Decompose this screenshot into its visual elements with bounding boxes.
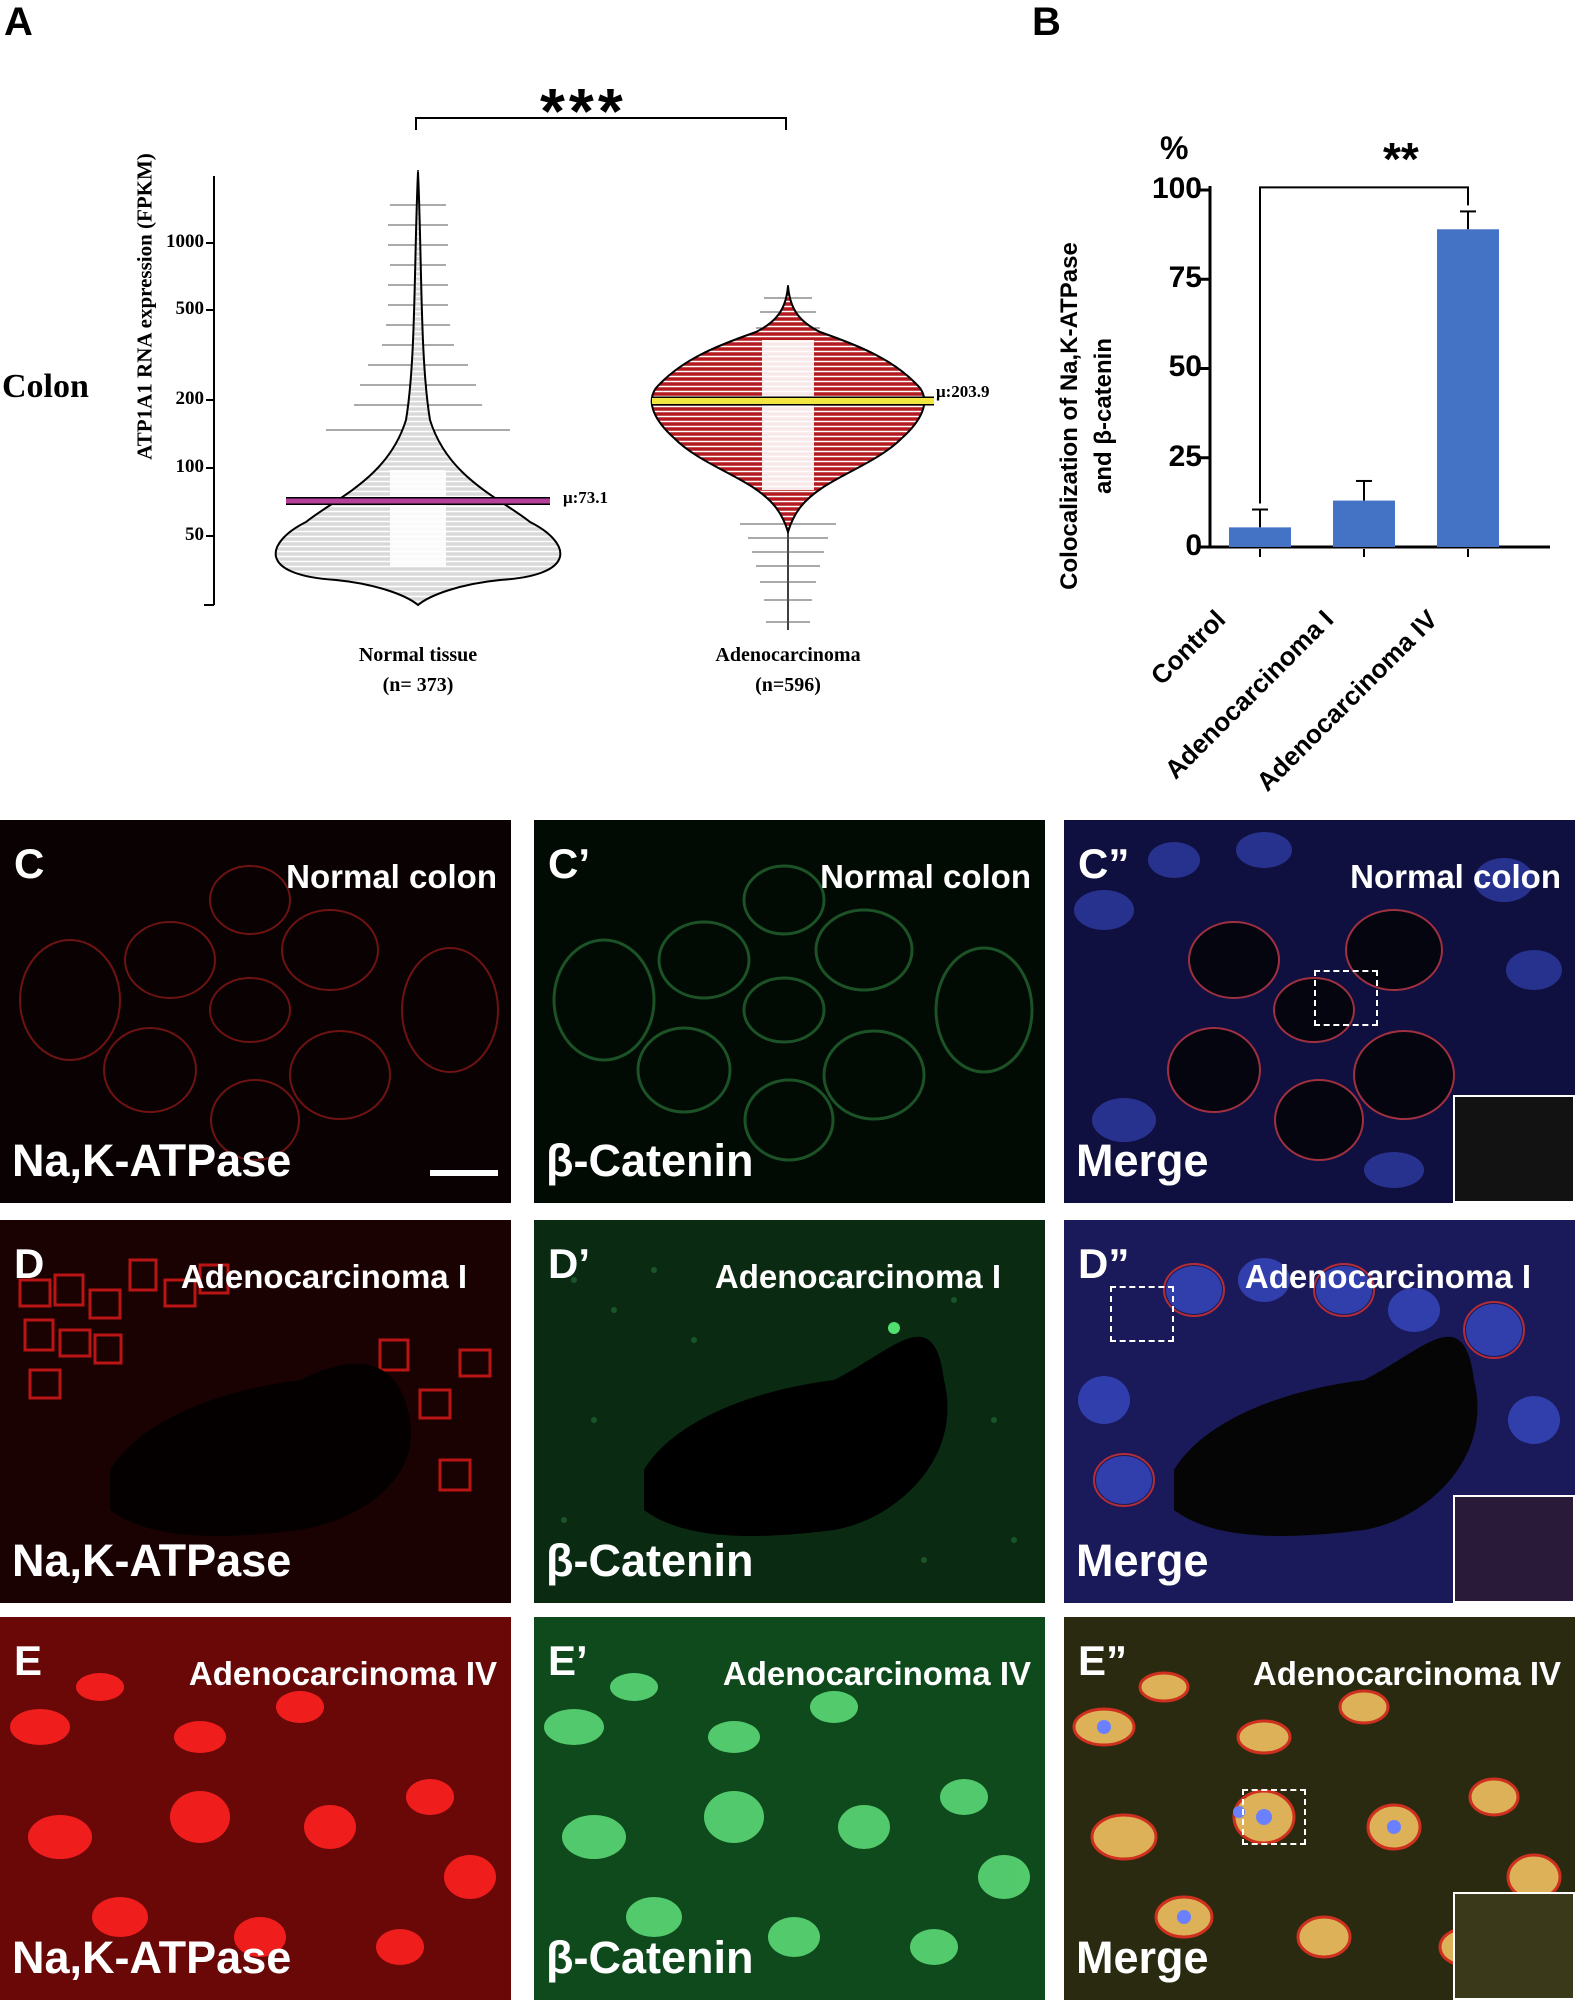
group-n-adenocarcinoma: (n=596) xyxy=(755,674,821,696)
ytick-label-b-0: 0 xyxy=(1185,529,1202,562)
micrograph-letter: D xyxy=(14,1240,45,1287)
micrograph-condition: Adenocarcinoma I xyxy=(1244,1258,1531,1295)
region-of-interest-box xyxy=(1242,1789,1306,1845)
bar xyxy=(1333,500,1395,547)
micrograph-condition: Adenocarcinoma I xyxy=(180,1258,467,1295)
significance-bracket-b xyxy=(1259,186,1469,504)
bar-category-label-control: Control xyxy=(1144,604,1232,691)
micrograph-letter: E xyxy=(14,1637,43,1684)
tissue-label: Colon xyxy=(2,368,89,405)
ytick-label-50: 50 xyxy=(185,524,204,545)
micrograph-stain: β-Catenin xyxy=(546,1535,754,1586)
bar xyxy=(1437,229,1499,547)
ytick-label-200: 200 xyxy=(175,388,205,409)
region-of-interest-box xyxy=(1314,970,1378,1026)
micrograph-c1-image xyxy=(534,820,1045,1203)
micrograph-letter: C xyxy=(14,840,45,887)
micrograph-d1-image xyxy=(534,1220,1045,1603)
micrograph-condition: Adenocarcinoma IV xyxy=(1252,1655,1561,1692)
violin-adenocarcinoma xyxy=(650,285,934,630)
micrograph-letter: C” xyxy=(1078,840,1130,887)
scale-bar xyxy=(430,1170,498,1176)
micrograph-stain: β-Catenin xyxy=(546,1135,754,1186)
bar-chart xyxy=(1200,186,1550,557)
group-n-normal: (n= 373) xyxy=(382,674,454,696)
micrograph-c1: C’ Normal colon β-Catenin xyxy=(534,820,1045,1203)
ytick-label-500: 500 xyxy=(175,298,205,319)
y-axis-label-b: Colocalization of Na,K-ATPase and β-cate… xyxy=(1053,201,1121,631)
ytick-label-100: 100 xyxy=(175,456,205,477)
micrograph-d1: D’ Adenocarcinoma I β-Catenin xyxy=(534,1220,1045,1603)
bar-category-label-adeno-iv: Adenocarcinoma IV xyxy=(1250,604,1444,797)
micrograph-stain: Merge xyxy=(1076,1932,1209,1983)
micrograph-condition: Normal colon xyxy=(286,858,497,895)
micrograph-stain: β-Catenin xyxy=(546,1932,754,1983)
micrograph-e1-image xyxy=(534,1617,1045,2000)
micrograph-c: C Normal colon Na,K-ATPase xyxy=(0,820,511,1203)
ytick-label-1000: 1000 xyxy=(166,231,204,252)
violin-plot xyxy=(204,117,934,630)
ytick-label-b-75: 75 xyxy=(1168,261,1202,294)
violin-normal xyxy=(274,170,562,607)
zoom-inset xyxy=(1453,1892,1575,2000)
micrograph-c2: C” Normal colon Merge xyxy=(1064,820,1575,1203)
group-label-adenocarcinoma: Adenocarcinoma xyxy=(715,644,861,666)
micrograph-stain: Merge xyxy=(1076,1135,1209,1186)
panel-letter-a: A xyxy=(4,0,33,44)
micrograph-stain: Na,K-ATPase xyxy=(12,1535,292,1586)
micrograph-letter: E’ xyxy=(548,1637,588,1684)
y-axis-label-b-line2: and β-catenin xyxy=(1090,338,1117,494)
bar xyxy=(1229,527,1291,547)
micrograph-letter: E” xyxy=(1078,1637,1128,1684)
ytick-label-b-50: 50 xyxy=(1168,350,1202,383)
micrograph-d-image xyxy=(0,1220,511,1603)
ytick-label-b-25: 25 xyxy=(1168,440,1202,473)
group-label-normal: Normal tissue xyxy=(358,644,478,666)
micrograph-stain: Na,K-ATPase xyxy=(12,1135,292,1186)
micrograph-stain: Merge xyxy=(1076,1535,1209,1586)
y-axis-label-b-line1: Colocalization of Na,K-ATPase xyxy=(1056,242,1083,590)
micrograph-d2: D” Adenocarcinoma I Merge xyxy=(1064,1220,1575,1603)
micrograph-condition: Normal colon xyxy=(1350,858,1561,895)
micrograph-condition: Normal colon xyxy=(820,858,1031,895)
micrograph-stain: Na,K-ATPase xyxy=(12,1932,292,1983)
micrograph-e2: E” Adenocarcinoma IV Merge xyxy=(1064,1617,1575,2000)
micrograph-letter: D” xyxy=(1078,1240,1130,1287)
y-unit-b: % xyxy=(1160,130,1189,166)
panel-letter-b: B xyxy=(1032,0,1061,44)
significance-label-a: *** xyxy=(540,75,627,147)
zoom-inset xyxy=(1453,1495,1575,1603)
significance-bracket-a xyxy=(415,117,787,130)
micrograph-e1: E’ Adenocarcinoma IV β-Catenin xyxy=(534,1617,1045,2000)
micrograph-letter: C’ xyxy=(548,840,590,887)
bar-category-label-adeno-i: Adenocarcinoma I xyxy=(1158,604,1340,785)
micrograph-letter: D’ xyxy=(548,1240,590,1287)
region-of-interest-box xyxy=(1110,1286,1174,1342)
micrograph-e-image xyxy=(0,1617,511,2000)
micrograph-condition: Adenocarcinoma IV xyxy=(722,1655,1031,1692)
mean-label-adenocarcinoma: μ:203.9 xyxy=(936,382,990,401)
micrograph-c-image xyxy=(0,820,511,1203)
ytick-label-b-100: 100 xyxy=(1151,172,1202,205)
zoom-inset xyxy=(1453,1095,1575,1203)
micrograph-d: D Adenocarcinoma I Na,K-ATPase xyxy=(0,1220,511,1603)
micrograph-e: E Adenocarcinoma IV Na,K-ATPase xyxy=(0,1617,511,2000)
micrograph-condition: Adenocarcinoma I xyxy=(714,1258,1001,1295)
significance-label-b: ** xyxy=(1383,133,1419,185)
mean-label-normal: μ:73.1 xyxy=(563,488,609,507)
micrograph-condition: Adenocarcinoma IV xyxy=(188,1655,497,1692)
